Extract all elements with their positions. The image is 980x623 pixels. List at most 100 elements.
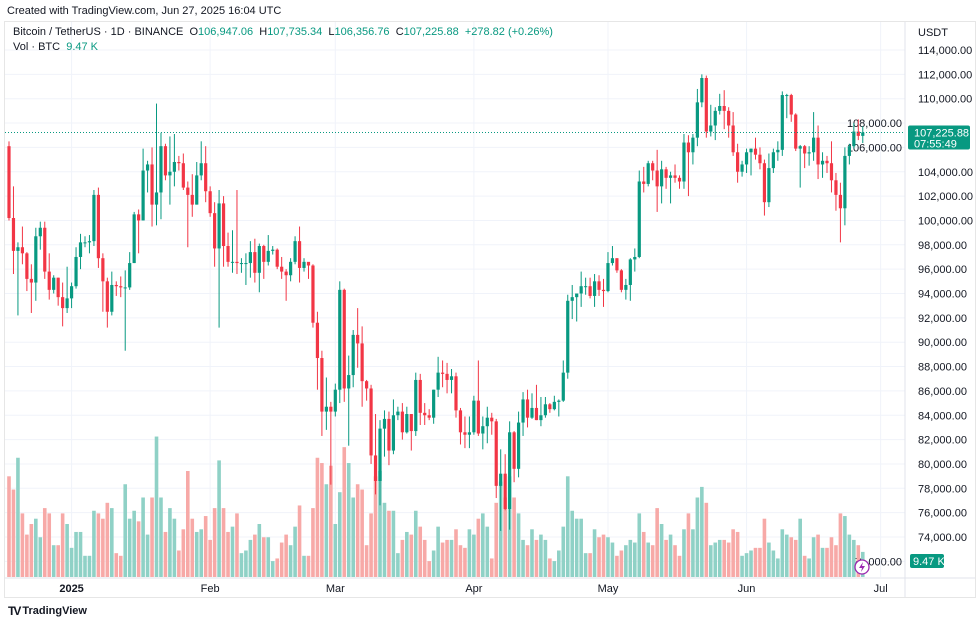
volume-bar <box>512 497 516 577</box>
candle <box>445 362 449 394</box>
candle-body <box>378 428 382 481</box>
volume-bar <box>615 555 619 577</box>
symbol-label[interactable]: Bitcoin / TetherUS · 1D · BINANCE <box>13 26 184 38</box>
candle <box>731 112 735 156</box>
candle <box>329 401 333 485</box>
candle-body <box>561 372 565 401</box>
candle-body <box>664 169 668 178</box>
volume-bar <box>297 505 302 577</box>
candle-body <box>204 163 208 192</box>
candle <box>391 399 396 455</box>
candle <box>137 209 141 254</box>
volume-bar <box>601 534 606 577</box>
candle <box>83 236 87 248</box>
candle-body <box>11 218 16 251</box>
candle <box>217 190 221 328</box>
candle <box>597 275 601 296</box>
y-tick-label: 102,000.00 <box>918 191 973 203</box>
candle <box>235 190 239 275</box>
candle <box>521 392 525 436</box>
candle <box>570 284 574 320</box>
candle <box>92 190 96 247</box>
candle <box>315 311 320 390</box>
candle <box>43 221 47 279</box>
candle <box>601 278 606 307</box>
candle <box>96 187 100 268</box>
volume-bar <box>713 542 718 577</box>
candle-body <box>105 281 109 312</box>
candle-body <box>847 146 851 156</box>
candle-body <box>682 142 686 182</box>
volume-bar <box>396 553 400 577</box>
candle <box>534 384 539 421</box>
candle-body <box>226 246 230 262</box>
volume-legend-value: 9.47 K <box>66 41 99 53</box>
volume-bar <box>606 537 610 577</box>
candle-body <box>235 261 239 264</box>
candle-body <box>516 422 521 469</box>
candle-body <box>52 277 56 290</box>
candle <box>673 164 677 183</box>
candle <box>105 277 109 328</box>
candle <box>239 258 244 273</box>
candle-body <box>803 146 807 154</box>
candle <box>190 174 194 217</box>
created-caption: Created with TradingView.com, Jun 27, 20… <box>7 5 282 17</box>
candle-body <box>342 289 346 389</box>
candle-body <box>83 242 87 244</box>
volume-bar <box>266 537 271 577</box>
candle-body <box>499 473 503 486</box>
candle-body <box>521 399 525 423</box>
volume-bar <box>69 547 74 577</box>
candle-body <box>744 152 749 165</box>
candle <box>664 166 668 189</box>
volume-bar <box>355 484 360 577</box>
volume-bar <box>494 502 499 577</box>
volume-bar <box>418 526 423 577</box>
candle <box>798 144 802 188</box>
candle <box>481 416 485 450</box>
candle <box>543 396 547 418</box>
candle <box>208 186 212 217</box>
candle-body <box>673 175 677 178</box>
candle-body <box>807 152 811 154</box>
y-tick-label: 82,000.00 <box>918 435 967 447</box>
candle <box>776 141 780 161</box>
candle-body <box>584 286 588 288</box>
volume-bar <box>11 489 16 577</box>
volume-bar <box>47 513 52 577</box>
volume-bar <box>391 510 396 577</box>
volume-bar <box>816 534 820 577</box>
volume-bar <box>771 550 776 577</box>
volume-bar <box>445 539 449 577</box>
volume-bar <box>449 539 454 577</box>
candle-body <box>190 194 194 205</box>
volume-bar <box>530 529 534 577</box>
volume-bar <box>521 539 525 577</box>
candle-body <box>333 389 337 412</box>
volume-bar <box>668 534 673 577</box>
volume-bar <box>852 539 856 577</box>
volume-bar <box>74 531 78 577</box>
volume-bar <box>463 547 467 577</box>
candle <box>52 275 56 294</box>
volume-bar <box>691 529 695 577</box>
candle <box>356 308 360 368</box>
candle-body <box>812 137 816 153</box>
candle <box>440 360 445 388</box>
candle-body <box>306 261 311 266</box>
volume-bar <box>311 508 315 577</box>
candle-body <box>575 293 579 298</box>
candle-body <box>628 259 632 285</box>
candle-body <box>208 191 212 214</box>
candle <box>302 258 306 272</box>
volume-bar <box>735 531 740 577</box>
candle <box>454 372 458 418</box>
volume-badge <box>910 554 944 568</box>
candle <box>722 90 726 130</box>
volume-bar <box>118 555 123 577</box>
volume-bar <box>172 518 177 577</box>
candle-body <box>293 241 297 262</box>
candle <box>324 377 328 430</box>
